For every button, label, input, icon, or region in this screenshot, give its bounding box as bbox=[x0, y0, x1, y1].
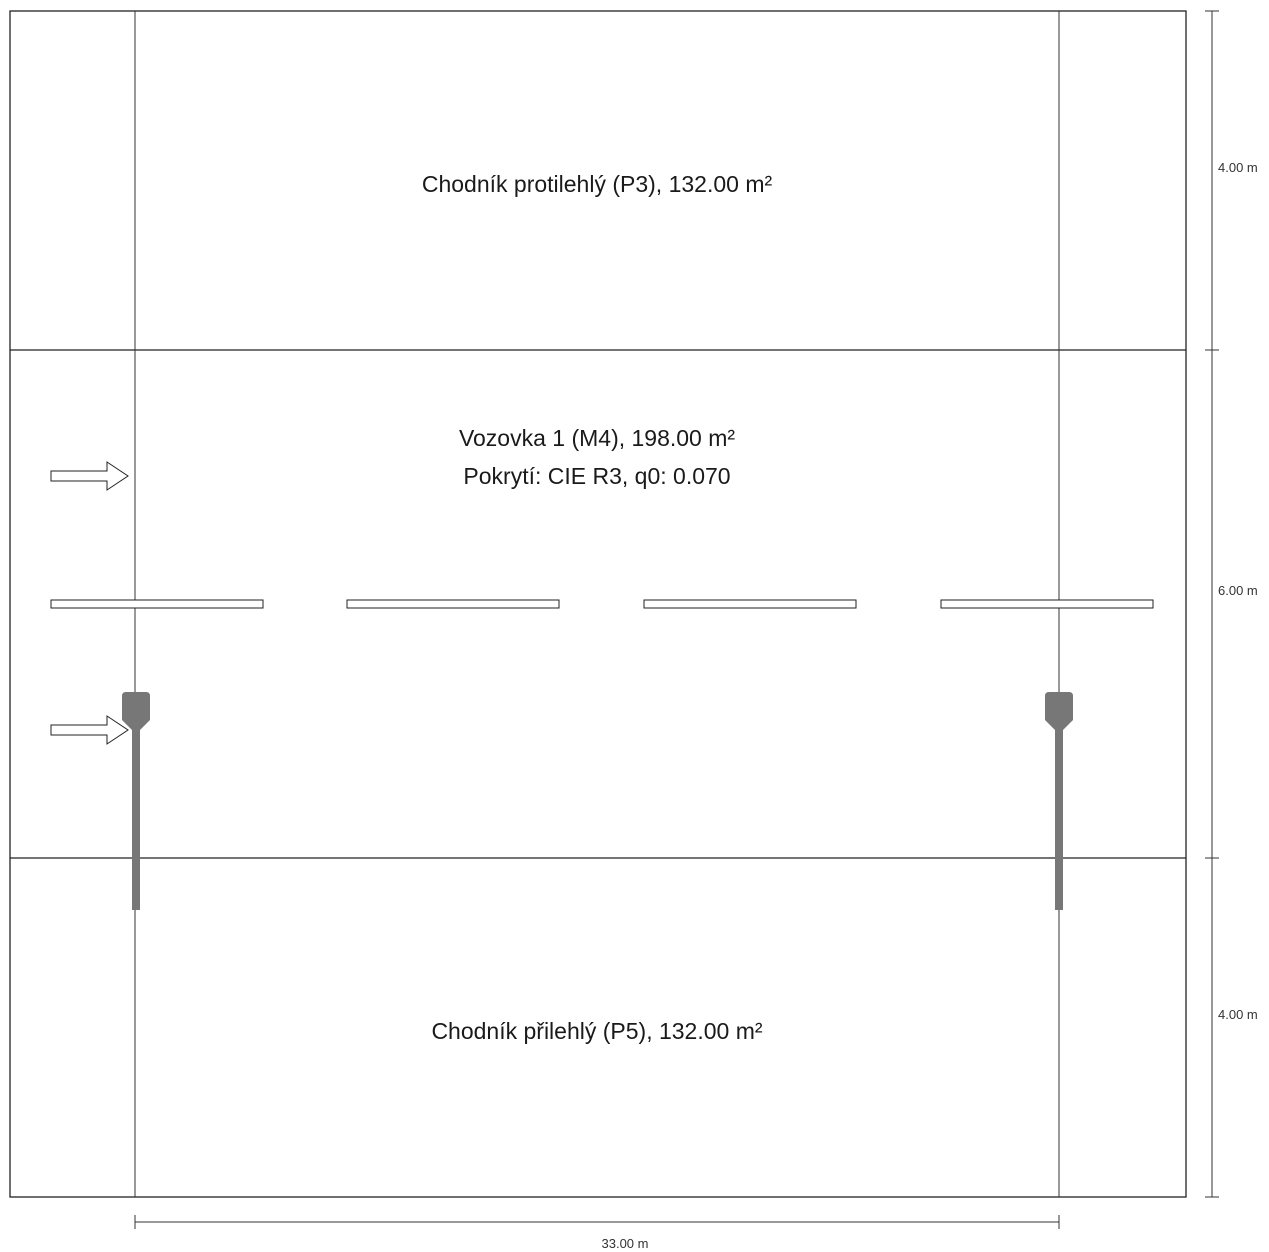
luminaire-pole bbox=[1055, 715, 1063, 910]
zone-label-m4: Vozovka 1 (M4), 198.00 m² bbox=[459, 425, 735, 451]
dimension-m4-height: 6.00 m bbox=[1218, 583, 1258, 598]
luminaire-head-icon bbox=[122, 692, 150, 730]
lane-marking bbox=[643, 599, 857, 609]
luminaire-left bbox=[122, 692, 150, 910]
traffic-direction-arrow-icon bbox=[50, 461, 129, 491]
lane-marking bbox=[940, 599, 1154, 609]
horizontal-dimension bbox=[134, 1215, 1060, 1229]
zone-surface-m4: Pokrytí: CIE R3, q0: 0.070 bbox=[463, 463, 730, 489]
zone-label-p3: Chodník protilehlý (P3), 132.00 m² bbox=[422, 171, 773, 197]
outer-boundary bbox=[9, 10, 1187, 1198]
luminaire-head-icon bbox=[1045, 692, 1073, 730]
luminaire-pole bbox=[132, 715, 140, 910]
dimension-p3-height: 4.00 m bbox=[1218, 160, 1258, 175]
dimension-length: 33.00 m bbox=[602, 1236, 649, 1251]
vertical-dimension bbox=[1205, 10, 1219, 1198]
luminaire-right bbox=[1045, 692, 1073, 910]
dimension-p5-height: 4.00 m bbox=[1218, 1007, 1258, 1022]
zone-label-p5: Chodník přilehlý (P5), 132.00 m² bbox=[431, 1018, 762, 1044]
lane-marking bbox=[50, 599, 264, 609]
traffic-direction-arrow-icon bbox=[50, 715, 129, 745]
lane-marking bbox=[346, 599, 560, 609]
